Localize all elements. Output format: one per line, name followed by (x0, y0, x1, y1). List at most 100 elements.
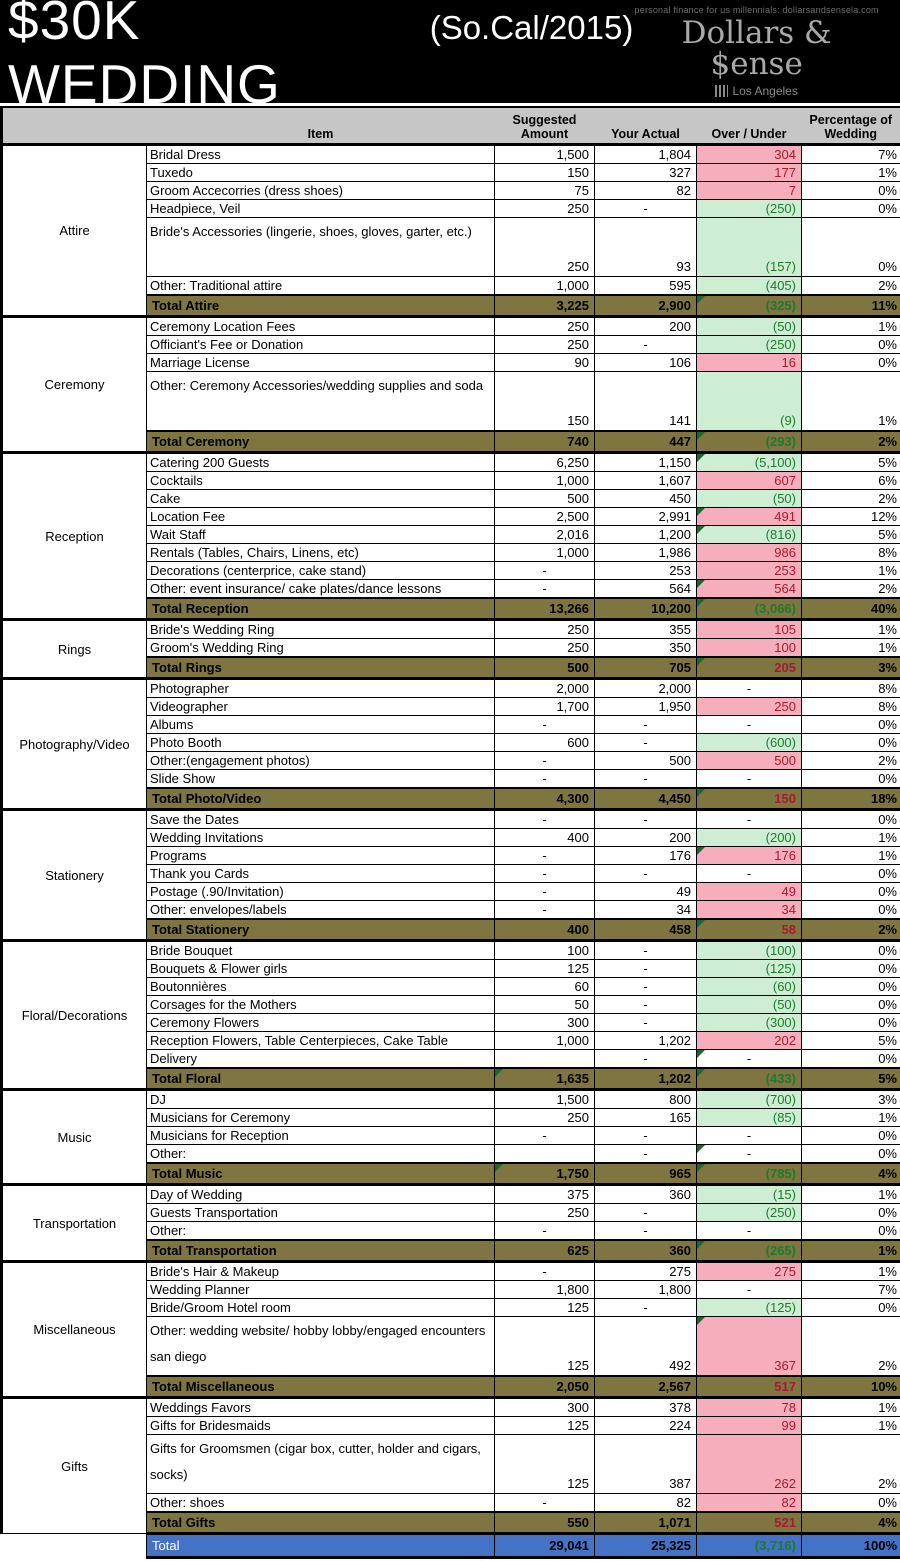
actual-cell: 387 (594, 1434, 697, 1494)
over-under-cell: (60) (696, 977, 802, 996)
actual-cell: 800 (594, 1088, 697, 1109)
logo-city: Los Angeles (732, 84, 798, 98)
brand-logo: personal finance for us millennials: dol… (633, 5, 886, 98)
percentage-cell: 5% (801, 1067, 900, 1091)
logo-city-row: Los Angeles (633, 84, 880, 98)
item-cell: Guests Transportation (146, 1203, 495, 1222)
actual-cell: - (594, 1126, 697, 1145)
grand-total-row: Total 29,041 25,325 (3,716) 100% (1, 1532, 900, 1559)
suggested-cell: 13,266 (494, 597, 595, 621)
item-cell: Day of Wedding (146, 1183, 495, 1204)
actual-cell: - (594, 1049, 697, 1069)
total-label-cell: Total Transportation (146, 1239, 495, 1263)
percentage-cell: 1% (801, 371, 900, 432)
section-total-row: Total Music 1,750 965 (785) 4% (2, 1162, 900, 1186)
percentage-cell: 8% (801, 677, 900, 698)
percentage-cell: 1% (801, 315, 900, 336)
percentage-cell: 0% (801, 1013, 900, 1032)
item-cell: Photographer (146, 677, 495, 698)
percentage-cell: 0% (801, 181, 900, 200)
suggested-cell: 125 (494, 959, 595, 978)
suggested-cell: 1,800 (494, 1280, 595, 1299)
suggested-cell: 150 (494, 371, 595, 432)
total-label-cell: Total Ceremony (146, 430, 495, 454)
suggested-cell: 125 (494, 1298, 595, 1317)
budget-row: Groom's Wedding Ring 250 350 100 1% (2, 638, 900, 658)
over-under-cell: 275 (696, 1260, 802, 1281)
total-label-cell: Total Rings (146, 656, 495, 680)
item-cell: Other: shoes (146, 1493, 495, 1513)
budget-row: Other: wedding website/ hobby lobby/enga… (2, 1316, 900, 1377)
empty-cell (1, 1533, 147, 1558)
section-total-row: Total Ceremony 740 447 (293) 2% (2, 430, 900, 454)
percentage-cell: 0% (801, 1493, 900, 1513)
suggested-cell: 50 (494, 995, 595, 1014)
total-label-cell: Total Floral (146, 1067, 495, 1091)
percentage-cell: 4% (801, 1162, 900, 1186)
over-under-cell: 262 (696, 1434, 802, 1494)
over-under-cell: 177 (696, 163, 802, 182)
suggested-cell: 6,250 (494, 451, 595, 472)
over-under-cell: (5,100) (696, 451, 802, 472)
actual-column-header: Your Actual (594, 106, 697, 146)
percentage-cell: 0% (801, 1203, 900, 1222)
building-icon (715, 85, 729, 97)
section-total-row: Total Attire 3,225 2,900 (325) 11% (2, 294, 900, 318)
section-total-row: Total Rings 500 705 205 3% (2, 656, 900, 680)
item-cell: Other: wedding website/ hobby lobby/enga… (146, 1316, 495, 1377)
actual-cell: 564 (594, 579, 697, 599)
item-cell: Headpiece, Veil (146, 199, 495, 218)
suggested-cell: - (494, 1126, 595, 1145)
actual-cell: 165 (594, 1108, 697, 1127)
budget-row: Gifts for Bridesmaids 125 224 99 1% (2, 1416, 900, 1435)
over-under-column-header: Over / Under (696, 106, 802, 146)
item-cell: Catering 200 Guests (146, 451, 495, 472)
actual-cell: - (594, 1221, 697, 1241)
budget-row: Transportation Day of Wedding 375 360 (15) 1% (0, 1183, 900, 1262)
item-cell: Photo Booth (146, 733, 495, 752)
percentage-cell: 2% (801, 751, 900, 770)
over-under-cell: 105 (696, 618, 802, 639)
suggested-cell: 400 (494, 828, 595, 847)
actual-cell: 595 (594, 276, 697, 296)
percentage-cell: 0% (801, 808, 900, 829)
over-under-cell: - (696, 1221, 802, 1241)
item-cell: Ceremony Flowers (146, 1013, 495, 1032)
budget-row: Decorations (centerprice, cake stand) -25… (2, 561, 900, 580)
suggested-cell: 500 (494, 656, 595, 680)
section-total-row: Total Photo/Video 4,300 4,450 150 18% (2, 787, 900, 811)
budget-row: Attire Bridal Dress 1,500 1,804 304 7% (0, 143, 900, 317)
section-total-row: Total Gifts 550 1,071 521 4% (2, 1511, 900, 1535)
budget-row: Marriage License 90 106 16 0% (2, 353, 900, 372)
over-under-cell: (50) (696, 315, 802, 336)
over-under-cell: (816) (696, 525, 802, 544)
suggested-cell: 150 (494, 163, 595, 182)
budget-table: Item Suggested Amount Your Actual Over /… (0, 106, 900, 1559)
item-cell: Albums (146, 715, 495, 734)
section-total-row: Total Reception 13,266 10,200 (3,066) 40% (2, 597, 900, 621)
over-under-cell: 176 (696, 846, 802, 865)
over-under-cell: 205 (696, 656, 802, 680)
item-cell: Other: Ceremony Accessories/wedding supp… (146, 371, 495, 432)
percentage-cell: 1% (801, 163, 900, 182)
actual-cell: - (594, 1298, 697, 1317)
budget-row: Other:(engagement photos) -500 500 2% (2, 751, 900, 770)
suggested-cell: 4,300 (494, 787, 595, 811)
item-cell: Groom Accecorries (dress shoes) (146, 181, 495, 200)
suggested-cell: 2,500 (494, 507, 595, 526)
actual-cell: - (594, 1013, 697, 1032)
total-label-cell: Total Gifts (146, 1511, 495, 1535)
actual-cell: 1,202 (594, 1067, 697, 1091)
percentage-cell: 12% (801, 507, 900, 526)
suggested-cell: 250 (494, 199, 595, 218)
actual-cell: 500 (594, 751, 697, 770)
over-under-cell: 986 (696, 543, 802, 562)
section-total-row: Total Stationery 400 458 58 2% (2, 918, 900, 942)
over-under-cell: (3,716) (696, 1532, 802, 1559)
actual-cell: 1,150 (594, 451, 697, 472)
suggested-cell: 75 (494, 181, 595, 200)
suggested-cell: - (494, 1221, 595, 1241)
suggested-cell: 125 (494, 1316, 595, 1377)
over-under-cell: (100) (696, 939, 802, 960)
percentage-cell: 4% (801, 1511, 900, 1535)
